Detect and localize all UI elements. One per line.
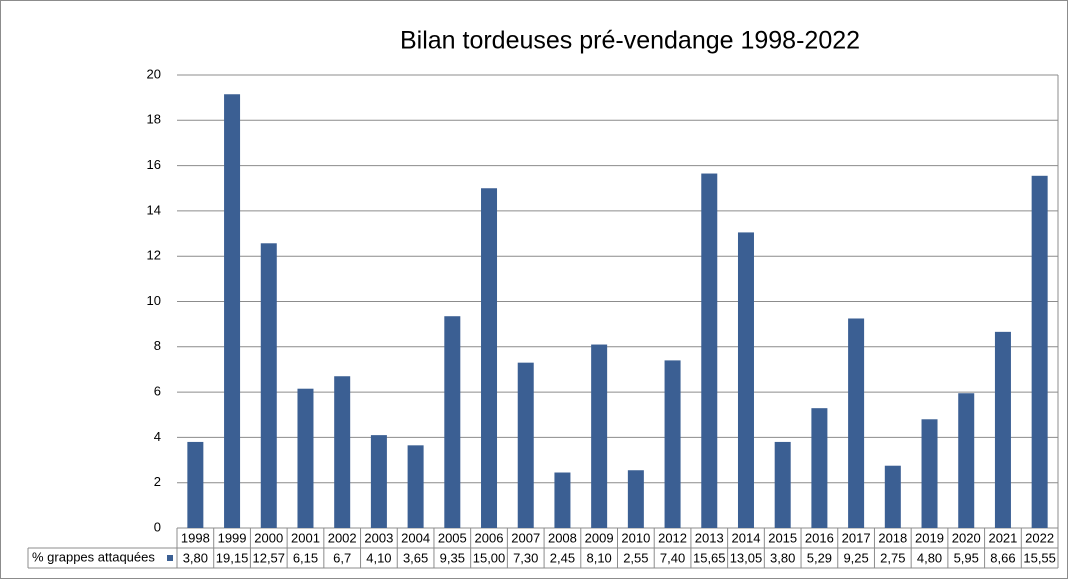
x-tick-label: 2015 [768,530,797,545]
x-tick-label: 2000 [254,530,283,545]
table-value: 19,15 [216,550,249,565]
table-value: 4,10 [366,550,391,565]
bar [334,376,351,528]
table-value: 8,10 [586,550,611,565]
x-tick-label: 2020 [952,530,981,545]
table-value: 4,80 [917,550,942,565]
table-value: 6,15 [293,550,318,565]
y-tick-label: 12 [147,248,161,263]
y-tick-label: 18 [147,112,161,127]
x-tick-label: 2021 [988,530,1017,545]
bar [224,94,241,528]
legend-label: % grappes attaquées [32,549,155,564]
x-tick-label: 2022 [1025,530,1054,545]
x-tick-label: 2009 [585,530,614,545]
x-tick-label: 2004 [401,530,430,545]
y-tick-label: 14 [147,202,161,217]
table-value: 12,57 [252,550,285,565]
y-tick-label: 16 [147,157,161,172]
table-value: 2,75 [880,550,905,565]
table-value: 2,45 [550,550,575,565]
x-tick-label: 2003 [364,530,393,545]
bar [297,388,314,528]
x-tick-label: 2001 [291,530,320,545]
table-value: 15,55 [1023,550,1056,565]
bar [811,408,828,528]
bar [370,435,387,528]
bar [701,173,718,528]
bar [554,472,571,528]
x-tick-label: 2012 [658,530,687,545]
x-tick-label: 1999 [218,530,247,545]
table-value: 13,05 [730,550,763,565]
y-tick-label: 20 [147,66,161,81]
bar [187,441,204,528]
table-value: 8,66 [990,550,1015,565]
bar [664,360,681,528]
bar [444,316,461,528]
table-value: 9,25 [843,550,868,565]
x-tick-label: 2010 [621,530,650,545]
table-value: 15,00 [473,550,506,565]
table-value: 2,55 [623,550,648,565]
y-tick-label: 2 [154,474,161,489]
table-value: 9,35 [440,550,465,565]
table-value: 7,40 [660,550,685,565]
bar [407,445,424,528]
y-tick-label: 10 [147,293,161,308]
bar [517,362,534,528]
table-value: 3,80 [770,550,795,565]
table-value: 6,7 [333,550,351,565]
x-tick-label: 2013 [695,530,724,545]
bar [774,441,791,528]
bar [260,243,277,529]
y-tick-label: 6 [154,384,161,399]
x-tick-label: 2017 [842,530,871,545]
bar [1031,175,1048,529]
x-tick-label: 1998 [181,530,210,545]
bar [994,331,1011,528]
x-tick-label: 2005 [438,530,467,545]
x-tick-label: 2008 [548,530,577,545]
x-tick-label: 2018 [878,530,907,545]
x-tick-label: 2006 [475,530,504,545]
bar [958,393,975,528]
bar [848,318,865,528]
y-tick-label: 8 [154,338,161,353]
chart-title: Bilan tordeuses pré-vendange 1998-2022 [400,27,860,55]
table-value: 7,30 [513,550,538,565]
y-tick-label: 4 [154,429,161,444]
table-value: 5,95 [954,550,979,565]
table-value: 15,65 [693,550,726,565]
x-tick-label: 2014 [732,530,761,545]
bar [627,470,644,528]
y-tick-label: 0 [154,519,161,534]
bar [737,232,754,529]
x-tick-label: 2019 [915,530,944,545]
table-value: 5,29 [807,550,832,565]
bar [921,419,938,528]
bar [591,344,608,528]
table-value: 3,65 [403,550,428,565]
x-tick-label: 2016 [805,530,834,545]
bar [481,188,498,528]
x-tick-label: 2002 [328,530,357,545]
x-tick-label: 2007 [511,530,540,545]
table-value: 3,80 [183,550,208,565]
legend-key [167,555,173,561]
bar [884,465,901,528]
